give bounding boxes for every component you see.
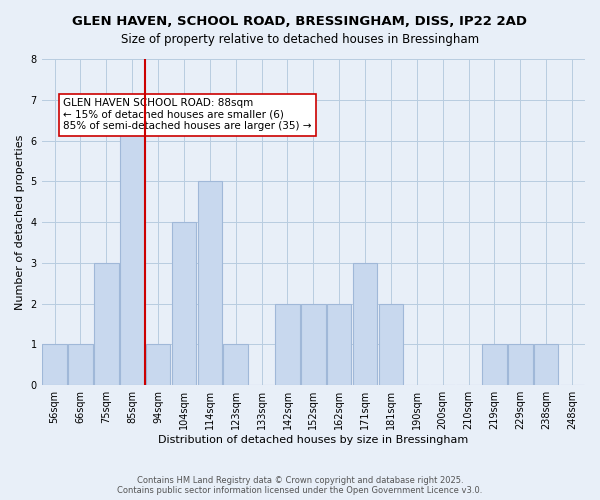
Text: GLEN HAVEN SCHOOL ROAD: 88sqm
← 15% of detached houses are smaller (6)
85% of se: GLEN HAVEN SCHOOL ROAD: 88sqm ← 15% of d… [64,98,312,132]
Bar [94,263,119,385]
Bar [120,100,145,385]
Bar [172,222,196,385]
Bar [223,344,248,385]
Bar [197,182,222,385]
Text: Size of property relative to detached houses in Bressingham: Size of property relative to detached ho… [121,32,479,46]
Bar [275,304,300,385]
Bar [508,344,533,385]
X-axis label: Distribution of detached houses by size in Bressingham: Distribution of detached houses by size … [158,435,469,445]
Text: GLEN HAVEN, SCHOOL ROAD, BRESSINGHAM, DISS, IP22 2AD: GLEN HAVEN, SCHOOL ROAD, BRESSINGHAM, DI… [73,15,527,28]
Bar [379,304,403,385]
Text: Contains HM Land Registry data © Crown copyright and database right 2025.
Contai: Contains HM Land Registry data © Crown c… [118,476,482,495]
Bar [327,304,352,385]
Bar [146,344,170,385]
Bar [353,263,377,385]
Bar [68,344,93,385]
Bar [301,304,326,385]
Bar [43,344,67,385]
Bar [482,344,507,385]
Bar [534,344,559,385]
Y-axis label: Number of detached properties: Number of detached properties [15,134,25,310]
